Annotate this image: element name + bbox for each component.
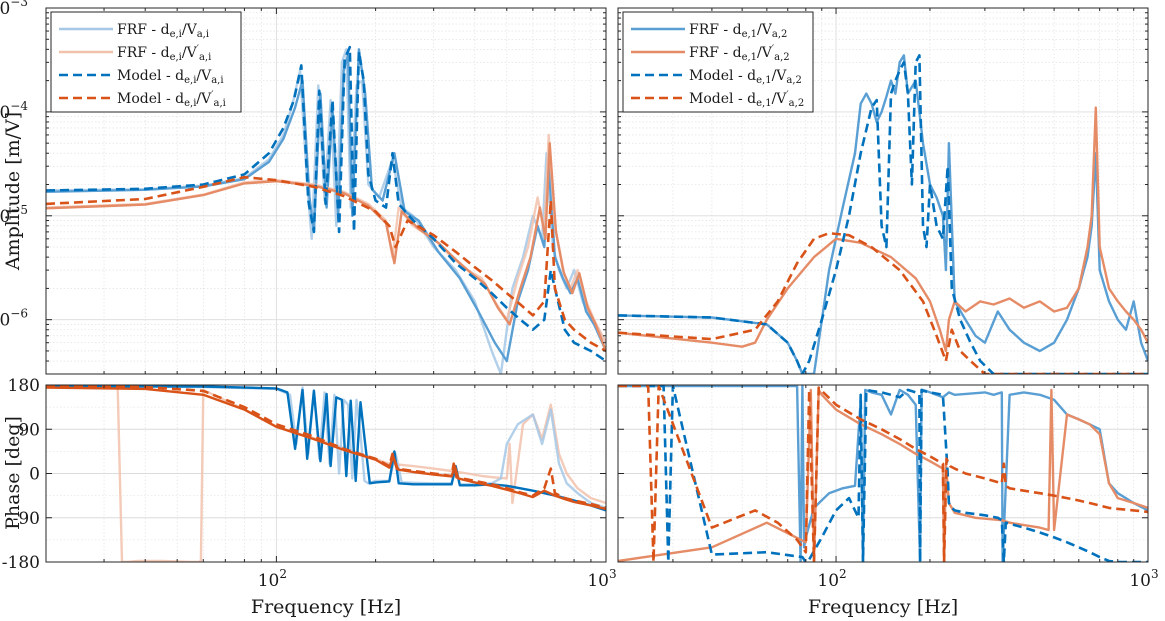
- legend-entry: Model - de,i/V′a,i: [117, 90, 226, 109]
- y-tick-label: 0: [29, 465, 40, 485]
- frf-curve-mid-orange: [46, 141, 606, 352]
- y-tick-label: -90: [13, 509, 40, 529]
- legend-entry: FRF - de,1/Va,2: [689, 22, 787, 40]
- legend-entry: FRF - de,i/V′a,i: [117, 44, 211, 63]
- x-tick-label: 102: [258, 567, 287, 591]
- model-curve-orange: [46, 175, 606, 353]
- frf-curve-orange: [46, 386, 606, 511]
- frf-curve-mid-blue: [618, 54, 1148, 374]
- amplitude-y-axis-label: Amplitude [m/V]: [2, 112, 24, 271]
- x-tick-label: 103: [1129, 567, 1158, 591]
- phase-y-axis-label: Phase [deg]: [2, 416, 24, 530]
- left-x-axis-label: Frequency [Hz]: [251, 596, 401, 618]
- left-amplitude-axes-frame: [45, 7, 607, 375]
- right-amplitude-plot: FRF - de,1/Va,2 FRF - de,1/V′a,2 Model - d…: [617, 7, 1149, 375]
- legend-entry: Model - de,i/Va,i: [117, 68, 224, 86]
- frf-curve-mid-orange: [618, 106, 1148, 353]
- y-tick-label: -180: [2, 553, 40, 573]
- model-curve-blue: [618, 385, 1148, 562]
- legend-entry: FRF - de,1/V′a,2: [689, 44, 790, 63]
- right-phase-plot: 102 103: [617, 384, 1159, 591]
- x-tick-label: 103: [587, 567, 616, 591]
- y-tick-label: 10−3: [0, 0, 28, 19]
- legend-entry: FRF - de,i/Va,i: [117, 22, 209, 40]
- model-curve-blue: [46, 45, 606, 363]
- model-curve-blue: [618, 54, 1148, 374]
- frf-curve-mid-orange: [618, 388, 1148, 562]
- x-tick-label: 102: [817, 567, 846, 591]
- frf-curve-mid-blue: [618, 385, 1148, 562]
- legend-entry: Model - de,1/V′a,2: [689, 90, 804, 109]
- frf-curve-mid-blue: [46, 48, 606, 363]
- frf-curve-light-orange: [46, 386, 606, 562]
- right-x-axis-label: Frequency [Hz]: [808, 596, 958, 618]
- y-tick-label: 10−6: [0, 307, 28, 331]
- left-amplitude-plot: 10−6 10−5 10−4 10−3 FRF - de,i/Va,i FRF - de…: [0, 0, 607, 375]
- y-tick-label: 10−5: [0, 203, 28, 227]
- right-amplitude-axes-frame: [617, 7, 1149, 375]
- y-tick-label: 180: [8, 376, 40, 396]
- left-phase-plot: 102 103 180 90 0 -90 -180: [2, 376, 617, 591]
- y-tick-label: 10−4: [0, 99, 28, 123]
- y-tick-label: 90: [18, 420, 40, 440]
- model-curve-orange: [618, 385, 1148, 562]
- legend-entry: Model - de,1/Va,2: [689, 68, 802, 86]
